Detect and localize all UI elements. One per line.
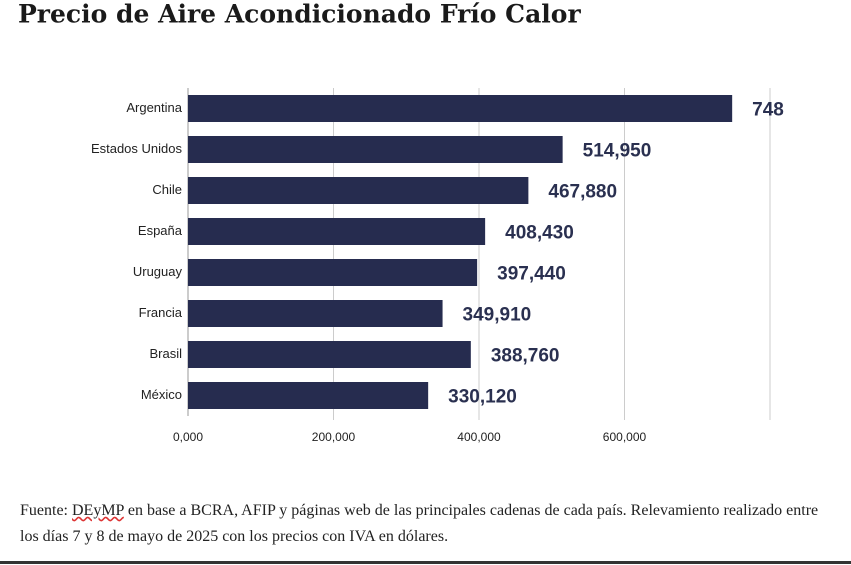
bar <box>188 136 563 163</box>
source-highlight: DEyMP <box>72 502 124 519</box>
x-tick-label: 600,000 <box>603 430 647 444</box>
y-tick-label: Estados Unidos <box>91 141 183 156</box>
x-tick-label: 400,000 <box>457 430 501 444</box>
value-label: 388,760 <box>491 346 560 367</box>
bar <box>188 341 471 368</box>
source-prefix: Fuente: <box>20 502 68 519</box>
chart-title: Precio de Aire Acondicionado Frío Calor <box>18 0 581 29</box>
y-tick-label: España <box>138 223 183 238</box>
value-label: 467,880 <box>548 182 617 203</box>
x-tick-label: 200,000 <box>312 430 356 444</box>
bar <box>188 177 529 204</box>
value-label: 397,440 <box>497 264 566 285</box>
y-tick-label: Chile <box>152 182 182 197</box>
value-label: 514,950 <box>583 141 652 162</box>
x-tick-label: 0,000 <box>173 430 203 444</box>
y-tick-label: México <box>141 387 182 402</box>
y-tick-label: Francia <box>139 305 183 320</box>
chart: Precio de Aire Acondicionado Frío Calor … <box>18 0 784 444</box>
source-text: en base a BCRA, AFIP y páginas web de la… <box>20 502 819 545</box>
y-tick-label: Uruguay <box>133 264 183 279</box>
y-tick-label: Brasil <box>149 346 182 361</box>
value-label: 748 <box>752 100 784 121</box>
bar <box>188 95 733 122</box>
bottom-rule <box>0 561 851 564</box>
bar <box>188 259 478 286</box>
value-label: 349,910 <box>463 305 532 326</box>
bar <box>188 382 429 409</box>
source-note: Fuente: DEyMP en base a BCRA, AFIP y pág… <box>20 498 830 550</box>
value-label: 330,120 <box>448 387 517 408</box>
bar <box>188 300 443 327</box>
y-tick-label: Argentina <box>126 100 182 115</box>
value-label: 408,430 <box>505 223 574 244</box>
bar <box>188 218 486 245</box>
